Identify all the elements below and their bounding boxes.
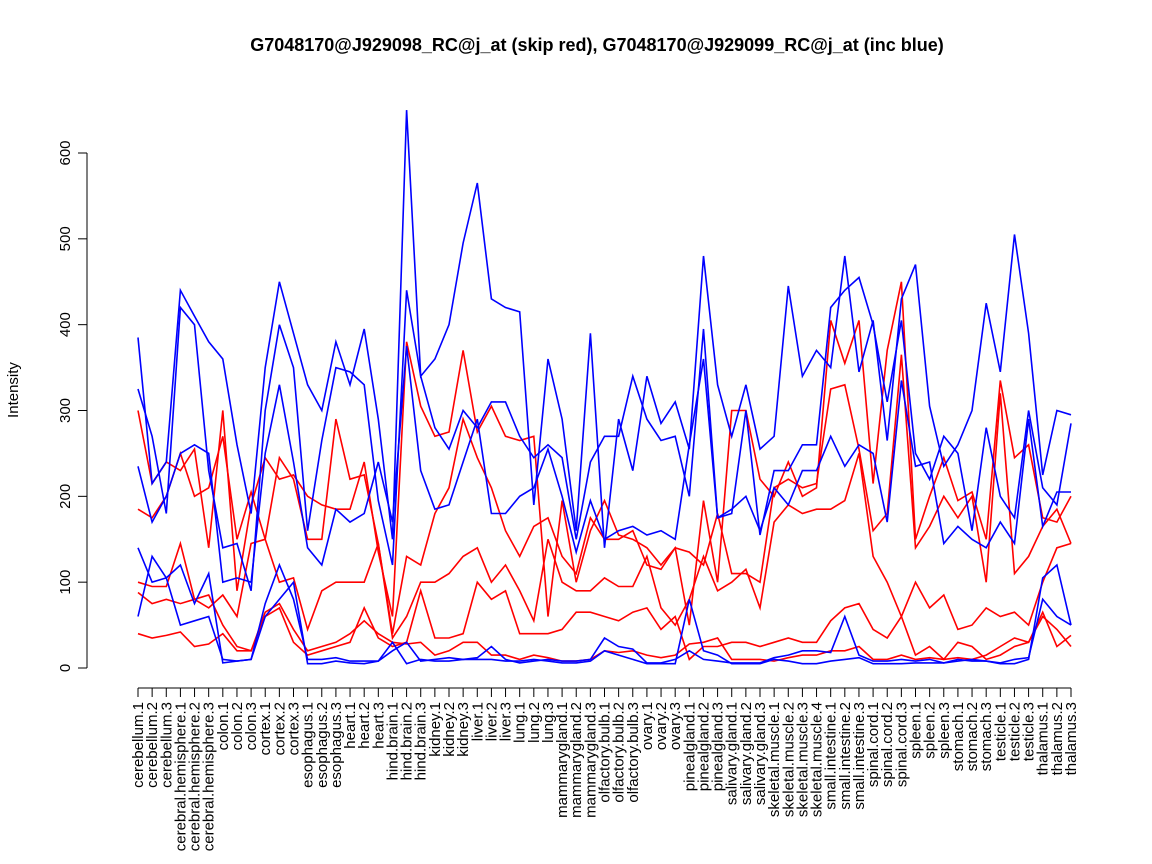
x-tick-label: heart.1 — [342, 702, 359, 749]
x-tick-label: esophagus.3 — [328, 702, 345, 788]
series-line-skip-3 — [137, 453, 1072, 641]
x-tick-label: cerebellum.2 — [144, 702, 161, 788]
x-tick-label: cortex.3 — [286, 702, 303, 755]
y-tick-label: 100 — [57, 570, 74, 595]
x-tick-label: ovary.3 — [667, 702, 684, 750]
x-tick-label: stomach.3 — [978, 702, 995, 771]
x-tick-label: mammarygland.3 — [582, 702, 599, 818]
series-line-inc-4 — [137, 547, 1072, 665]
x-tick-label: ovary.2 — [653, 702, 670, 750]
x-tick-label: thalamus.3 — [1063, 702, 1080, 775]
x-tick-label: salivary.gland.3 — [752, 702, 769, 805]
x-tick-label: skeletal.muscle.1 — [766, 702, 783, 817]
x-tick-label: lung.3 — [540, 702, 557, 743]
x-axis: cerebellum.1cerebellum.2cerebellum.3cere… — [130, 687, 1080, 851]
x-tick-label: mammarygland.2 — [568, 702, 585, 818]
x-tick-label: spinal.cord.3 — [893, 702, 910, 787]
x-tick-label: small.intestine.2 — [837, 702, 854, 810]
series-line-inc-2 — [137, 276, 1072, 592]
x-tick-label: heart.3 — [370, 702, 387, 749]
x-tick-label: hind.brain.3 — [413, 702, 430, 780]
x-tick-label: heart.2 — [356, 702, 373, 749]
x-tick-label: esophagus.2 — [314, 702, 331, 788]
x-tick-label: cerebral.hemisphere.3 — [201, 702, 218, 851]
series-line-inc-5 — [137, 554, 1072, 664]
x-tick-label: colon.3 — [243, 702, 260, 750]
x-tick-label: kidney.1 — [427, 702, 444, 757]
x-tick-label: kidney.2 — [441, 702, 458, 757]
x-tick-label: olfactory.bulb.2 — [611, 702, 628, 803]
x-tick-label: stomach.2 — [964, 702, 981, 771]
x-tick-label: pinealgland.3 — [710, 702, 727, 791]
x-tick-label: colon.1 — [215, 702, 232, 750]
y-tick-label: 300 — [57, 398, 74, 423]
x-tick-label: kidney.3 — [455, 702, 472, 757]
x-tick-label: lung.2 — [526, 702, 543, 743]
series-line-inc-3 — [137, 346, 1071, 584]
y-axis: 0 100 200 300 400 500 600 — [57, 140, 88, 672]
x-tick-label: cerebellum.1 — [130, 702, 147, 788]
y-tick-label: 400 — [57, 312, 74, 337]
x-tick-label: hind.brain.1 — [384, 702, 401, 780]
series-line-skip-4 — [137, 580, 1072, 661]
x-tick-label: hind.brain.2 — [399, 702, 416, 780]
x-tick-label: liver.1 — [469, 702, 486, 741]
x-tick-label: spleen.3 — [936, 702, 953, 759]
x-tick-label: cortex.1 — [257, 702, 274, 755]
series-line-inc-1 — [137, 110, 1072, 548]
x-tick-label: testicle.1 — [992, 702, 1009, 761]
y-axis-label: Intensity — [5, 362, 22, 418]
x-tick-label: skeletal.muscle.4 — [809, 702, 826, 817]
x-tick-label: spinal.cord.1 — [865, 702, 882, 787]
x-tick-label: spleen.1 — [908, 702, 925, 759]
x-tick-label: lung.1 — [512, 702, 529, 743]
x-tick-label: ovary.1 — [639, 702, 656, 750]
x-tick-label: pinealgland.2 — [695, 702, 712, 791]
x-tick-label: stomach.1 — [950, 702, 967, 771]
x-tick-label: spinal.cord.2 — [879, 702, 896, 787]
x-tick-label: testicle.2 — [1006, 702, 1023, 761]
y-tick-label: 200 — [57, 484, 74, 509]
y-tick-label: 500 — [57, 226, 74, 251]
x-tick-label: cerebral.hemisphere.2 — [187, 702, 204, 851]
x-tick-label: cortex.2 — [271, 702, 288, 755]
x-tick-label: cerebral.hemisphere.1 — [172, 702, 189, 851]
x-tick-label: liver.3 — [498, 702, 515, 741]
x-tick-label: skeletal.muscle.3 — [794, 702, 811, 817]
x-tick-label: skeletal.muscle.2 — [780, 702, 797, 817]
x-tick-label: olfactory.bulb.3 — [625, 702, 642, 803]
x-tick-label: esophagus.1 — [300, 702, 317, 788]
x-tick-label: salivary.gland.2 — [738, 702, 755, 805]
x-tick-label: olfactory.bulb.1 — [597, 702, 614, 803]
x-tick-label: thalamus.2 — [1049, 702, 1066, 775]
x-tick-label: spleen.2 — [922, 702, 939, 759]
x-tick-label: liver.2 — [483, 702, 500, 741]
x-tick-label: small.intestine.3 — [851, 702, 868, 810]
y-tick-label: 0 — [57, 664, 74, 672]
series-lines — [137, 110, 1072, 665]
x-tick-label: mammarygland.1 — [554, 702, 571, 818]
x-tick-label: thalamus.1 — [1035, 702, 1052, 775]
x-tick-label: small.intestine.1 — [823, 702, 840, 810]
y-tick-label: 600 — [57, 140, 74, 165]
x-tick-label: pinealgland.1 — [681, 702, 698, 791]
x-tick-label: colon.2 — [229, 702, 246, 750]
chart-title: G7048170@J929098_RC@j_at (skip red), G70… — [250, 35, 944, 55]
x-tick-label: testicle.3 — [1021, 702, 1038, 761]
x-tick-label: salivary.gland.1 — [724, 702, 741, 805]
x-tick-label: cerebellum.3 — [158, 702, 175, 788]
